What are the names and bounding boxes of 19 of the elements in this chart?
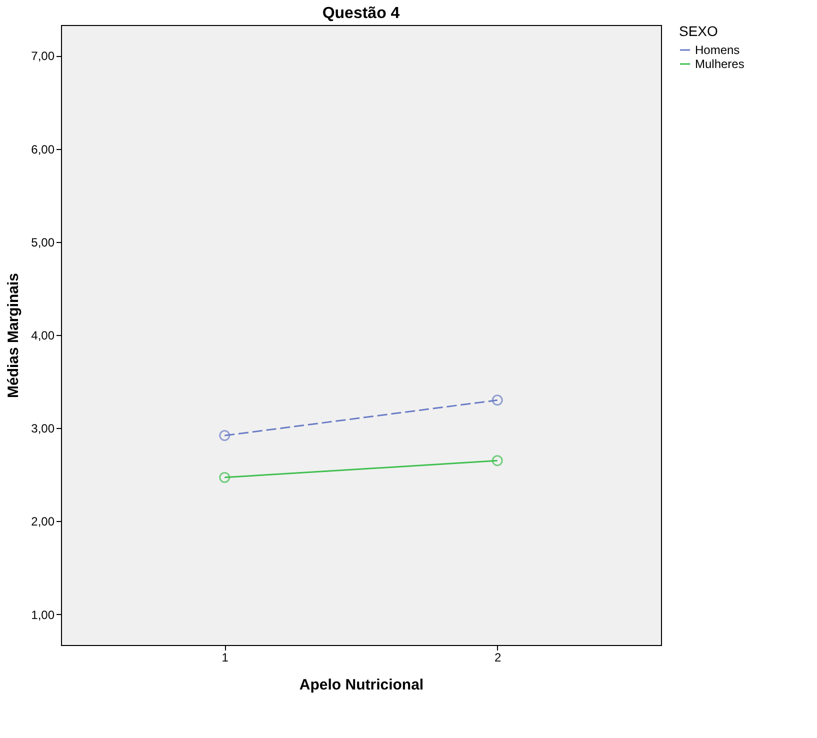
legend-title: SEXO bbox=[679, 23, 718, 39]
y-tick-label: 2,00 bbox=[31, 514, 55, 529]
y-tick-label: 7,00 bbox=[31, 49, 55, 64]
x-tick-label: 2 bbox=[494, 650, 502, 664]
y-axis-title: Médias Marginais bbox=[5, 272, 22, 398]
x-tick-label: 1 bbox=[222, 650, 229, 664]
x-axis-title: Apelo Nutricional bbox=[299, 676, 424, 694]
chart-title: Questão 4 bbox=[322, 5, 400, 22]
y-tick-label: 1,00 bbox=[31, 608, 55, 622]
point bbox=[492, 394, 503, 406]
legend-label: Homens bbox=[695, 43, 740, 57]
legend-label: Mulheres bbox=[695, 57, 744, 71]
point bbox=[219, 430, 230, 442]
y-tick-label: 3,00 bbox=[31, 422, 55, 436]
point bbox=[492, 455, 503, 466]
point bbox=[219, 472, 230, 483]
y-tick-label: 6,00 bbox=[31, 142, 55, 156]
y-tick-label: 5,00 bbox=[31, 235, 55, 250]
y-tick-label: 4,00 bbox=[31, 328, 55, 342]
